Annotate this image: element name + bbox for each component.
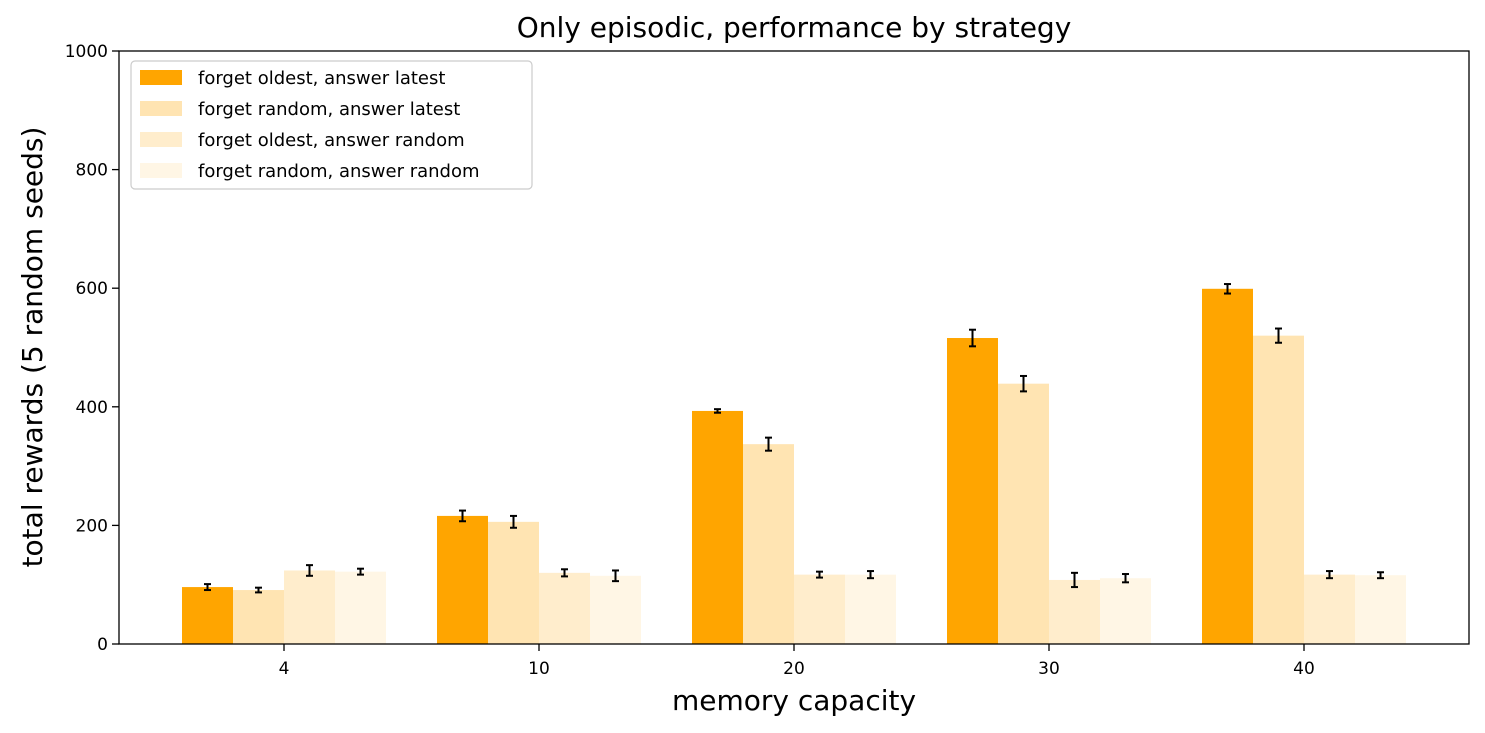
legend: forget oldest, answer latest forget rando… — [130, 60, 533, 190]
bar-1-4 — [182, 587, 233, 644]
error-bar-3-40 — [1326, 570, 1333, 580]
bar-2-4 — [233, 590, 284, 644]
error-bar-3-20 — [816, 570, 823, 579]
bar-2-40 — [1253, 335, 1304, 644]
error-bar-1-30 — [969, 328, 976, 348]
error-bar-4-10 — [612, 569, 619, 583]
legend-entry-4: forget random, answer random — [198, 161, 480, 182]
bar-4-4 — [335, 571, 386, 644]
chart-title: Only episodic, performance by strategy — [517, 11, 1072, 44]
x-tick-label: 30 — [1038, 659, 1060, 679]
bar-1-10 — [437, 515, 488, 644]
x-tick-label: 40 — [1293, 659, 1315, 679]
error-bar-4-30 — [1122, 573, 1129, 584]
error-bar-2-20 — [765, 436, 772, 452]
bar-3-20 — [794, 574, 845, 644]
error-bar-1-4 — [204, 583, 211, 592]
error-bar-1-10 — [459, 509, 466, 523]
x-tick-label: 20 — [783, 659, 805, 679]
bar-4-40 — [1355, 575, 1406, 644]
bar-3-10 — [539, 572, 590, 644]
y-tick-label: 800 — [76, 161, 108, 181]
legend-box — [130, 60, 533, 190]
error-bar-4-4 — [357, 567, 364, 576]
legend-swatch-2 — [140, 101, 182, 116]
y-tick-label: 1000 — [65, 42, 108, 62]
bar-3-4 — [284, 570, 335, 644]
y-axis-label: total rewards (5 random seeds) — [16, 127, 49, 568]
error-bar-4-20 — [867, 570, 874, 580]
error-bar-2-10 — [510, 514, 517, 529]
legend-swatch-3 — [140, 132, 182, 147]
y-tick-label: 0 — [97, 635, 108, 655]
error-bar-3-30 — [1071, 571, 1078, 589]
bar-1-40 — [1202, 288, 1253, 644]
error-bar-4-40 — [1377, 571, 1384, 580]
y-tick-label: 600 — [76, 279, 108, 299]
error-bar-2-4 — [255, 586, 262, 594]
error-bar-3-10 — [561, 568, 568, 578]
legend-swatch-4 — [140, 163, 182, 178]
error-bar-1-40 — [1224, 283, 1231, 295]
bar-2-30 — [998, 383, 1049, 644]
legend-entry-2: forget random, answer latest — [198, 99, 460, 120]
legend-entry-3: forget oldest, answer random — [198, 130, 465, 151]
error-bar-1-20 — [714, 408, 721, 414]
legend-entry-1: forget oldest, answer latest — [198, 68, 445, 89]
bar-2-10 — [488, 521, 539, 644]
legend-swatch-1 — [140, 70, 182, 85]
plot-area — [182, 283, 1406, 644]
y-tick-label: 200 — [76, 516, 108, 536]
bar-4-30 — [1100, 578, 1151, 644]
x-axis-label: memory capacity — [672, 684, 916, 717]
bar-3-30 — [1049, 579, 1100, 644]
bar-4-20 — [845, 574, 896, 644]
error-bar-3-4 — [306, 564, 313, 577]
x-tick-label: 4 — [279, 659, 290, 679]
error-bar-2-30 — [1020, 374, 1027, 393]
axes: 0 200 400 600 800 1000 4 10 20 30 40 — [65, 42, 1470, 679]
bar-4-10 — [590, 575, 641, 644]
x-tick-label: 10 — [528, 659, 550, 679]
error-bar-2-40 — [1275, 327, 1282, 344]
bar-1-20 — [692, 410, 743, 644]
y-tick-label: 400 — [76, 398, 108, 418]
bar-3-40 — [1304, 574, 1355, 644]
bar-1-30 — [947, 338, 998, 644]
bar-2-20 — [743, 444, 794, 644]
